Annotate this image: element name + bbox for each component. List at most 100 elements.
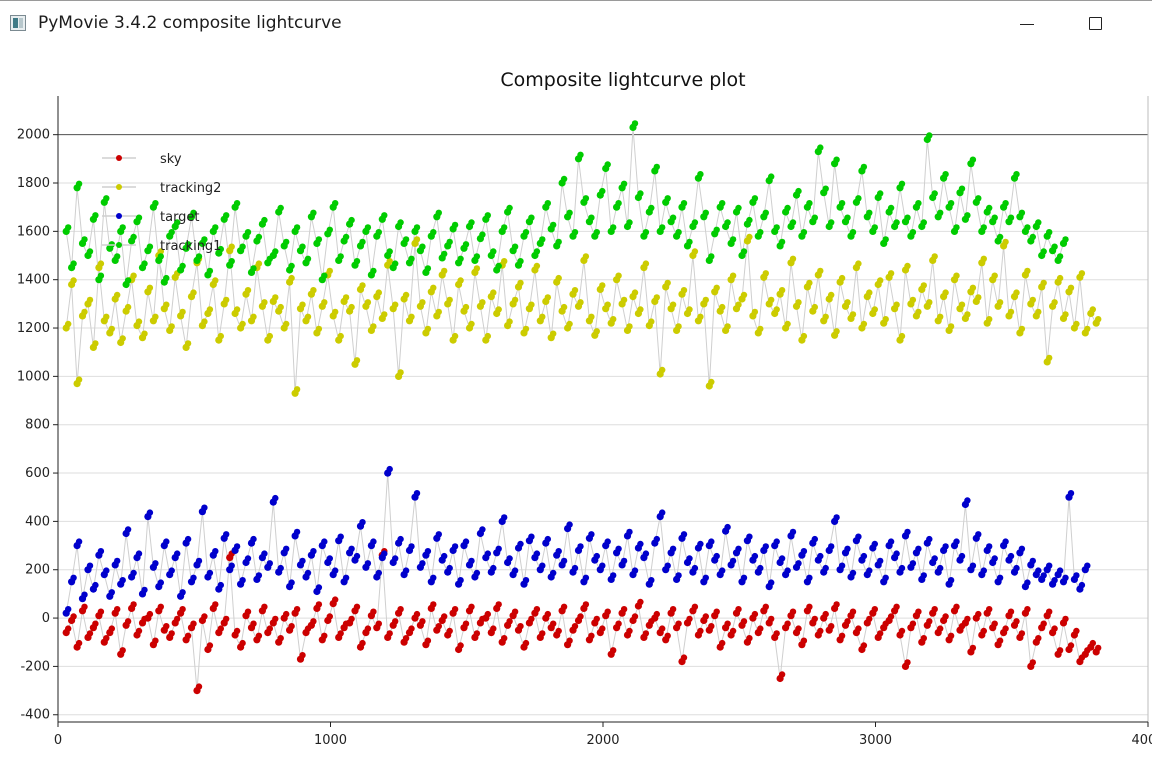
point-target: [293, 528, 301, 536]
legend-item-tracking1[interactable]: tracking1: [102, 239, 221, 254]
point-tracking1: [937, 209, 944, 216]
point-target: [342, 574, 350, 581]
point-target: [566, 521, 573, 528]
point-target: [408, 543, 415, 550]
point-tracking1: [659, 224, 666, 231]
point-tracking1: [272, 248, 279, 255]
point-sky: [277, 635, 284, 642]
point-tracking1: [784, 204, 791, 212]
point-tracking1: [768, 173, 775, 180]
point-target: [539, 562, 546, 569]
point-target: [190, 574, 197, 581]
point-tracking1: [560, 175, 568, 183]
point-tracking2: [969, 284, 977, 291]
point-tracking2: [953, 272, 960, 279]
point-tracking1: [451, 221, 459, 229]
point-tracking1: [157, 253, 164, 260]
point-target: [201, 504, 208, 511]
point-sky: [680, 654, 688, 661]
point-sky: [740, 618, 748, 625]
y-tick-label: 600: [25, 466, 50, 481]
minimize-button[interactable]: [1004, 5, 1050, 41]
point-tracking2: [620, 296, 628, 304]
point-tracking1: [604, 161, 611, 168]
point-sky: [484, 610, 491, 618]
point-target: [370, 538, 377, 545]
point-target: [778, 555, 786, 562]
point-tracking2: [184, 340, 192, 347]
point-tracking1: [708, 253, 715, 260]
point-target: [964, 497, 971, 504]
point-tracking1: [931, 190, 938, 197]
point-tracking1: [342, 233, 350, 241]
point-tracking2: [506, 318, 513, 325]
point-tracking2: [996, 299, 1004, 306]
legend-label: tracking1: [160, 239, 221, 254]
point-tracking1: [332, 200, 339, 207]
point-tracking2: [800, 332, 808, 340]
point-tracking1: [70, 260, 77, 267]
point-tracking1: [1018, 209, 1026, 216]
grid: [58, 96, 1149, 722]
point-tracking1: [517, 258, 524, 265]
point-sky: [599, 625, 606, 632]
point-sky: [65, 625, 72, 632]
point-tracking1: [713, 226, 720, 233]
maximize-button[interactable]: [1073, 5, 1119, 41]
point-tracking1: [751, 195, 759, 202]
point-sky: [898, 627, 906, 635]
point-target: [887, 538, 895, 545]
point-tracking2: [887, 270, 895, 277]
point-sky: [408, 625, 415, 632]
point-tracking2: [364, 299, 372, 306]
point-tracking1: [65, 224, 72, 231]
point-tracking2: [751, 308, 759, 316]
legend-item-sky[interactable]: sky: [102, 152, 182, 167]
point-target: [501, 514, 508, 521]
point-tracking1: [468, 219, 475, 226]
lightcurve-chart[interactable]: Composite lightcurve plot -400 -200 0 200 40…: [0, 44, 1152, 766]
point-target: [244, 555, 252, 562]
point-sky: [871, 606, 878, 613]
point-tracking1: [446, 238, 453, 246]
point-sky: [577, 613, 584, 620]
legend-item-tracking2[interactable]: tracking2: [102, 181, 221, 196]
plot-area[interactable]: Composite lightcurve plot -400 -200 0 200 40…: [0, 44, 1152, 766]
point-target: [397, 535, 404, 543]
point-tracking2: [1056, 274, 1064, 282]
point-sky: [604, 608, 611, 615]
point-sky: [866, 615, 873, 623]
point-tracking2: [392, 301, 399, 308]
point-tracking2: [719, 303, 726, 311]
y-tick-label: 1400: [17, 273, 50, 288]
point-tracking2: [430, 284, 437, 291]
point-tracking2: [942, 289, 949, 296]
point-tracking1: [206, 267, 214, 275]
point-sky: [108, 625, 116, 632]
window-title: PyMovie 3.4.2 composite lightcurve: [38, 13, 342, 33]
point-tracking2: [697, 313, 704, 320]
point-target: [882, 574, 889, 581]
point-tracking1: [283, 238, 290, 246]
point-tracking1: [364, 224, 372, 231]
legend[interactable]: sky tracking2 target tracking1: [102, 152, 221, 254]
point-tracking2: [1040, 279, 1047, 287]
point-sky: [370, 608, 377, 615]
point-sky: [659, 625, 666, 632]
point-tracking2: [566, 320, 573, 328]
point-sky: [250, 620, 257, 627]
point-tracking2: [348, 303, 355, 311]
point-sky: [877, 630, 884, 637]
point-tracking2: [735, 301, 742, 308]
y-tick-label: 1600: [17, 224, 50, 239]
point-tracking1: [533, 248, 541, 255]
point-tracking1: [838, 200, 846, 207]
legend-item-target[interactable]: target: [102, 210, 200, 225]
point-tracking2: [272, 294, 279, 301]
point-sky: [310, 618, 317, 625]
point-tracking1: [195, 253, 203, 260]
point-target: [969, 562, 977, 569]
point-tracking1: [1062, 236, 1069, 243]
point-target: [517, 540, 524, 548]
point-sky: [811, 615, 818, 623]
